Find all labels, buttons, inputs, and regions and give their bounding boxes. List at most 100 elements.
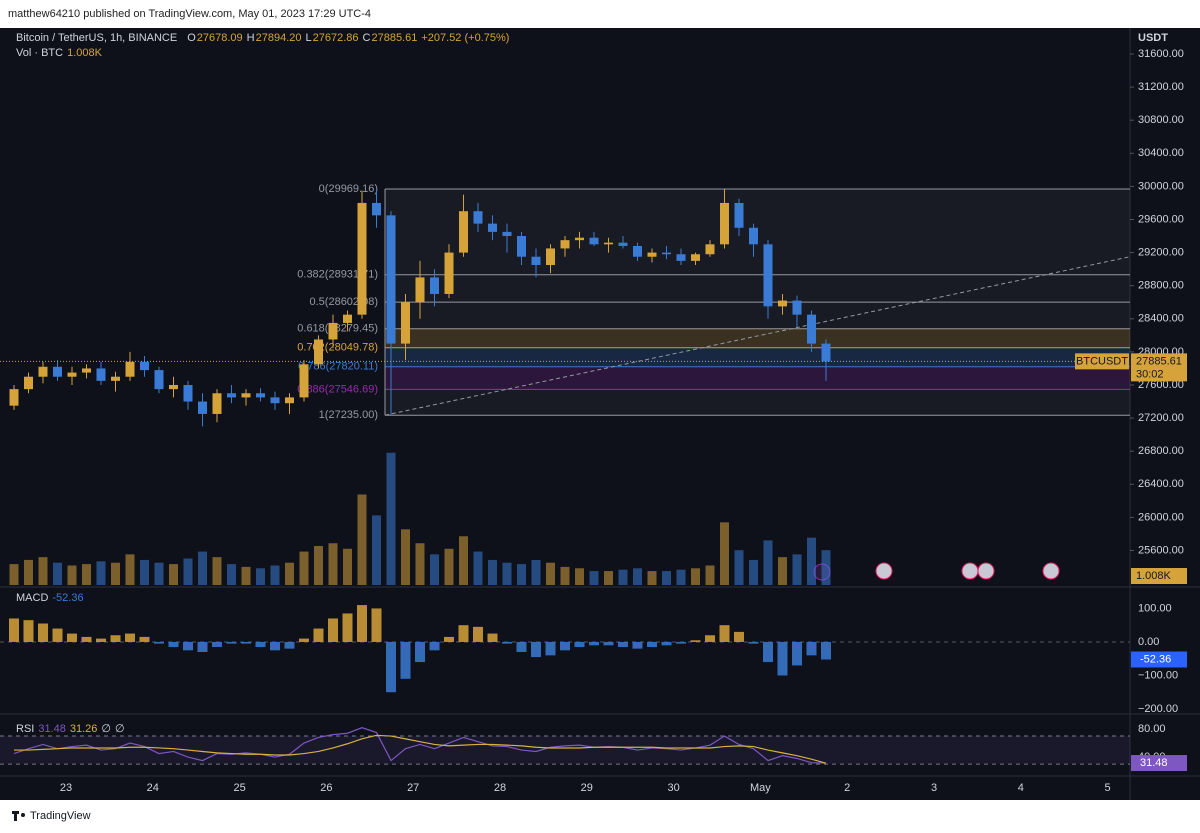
macd-hist xyxy=(632,641,643,649)
x-tick-label: 24 xyxy=(147,782,159,794)
candle-body xyxy=(662,252,671,255)
candle-body xyxy=(459,211,468,253)
y-tick-label: 25600.00 xyxy=(1138,544,1184,556)
candle-body xyxy=(734,202,744,228)
y-tick-label: 30000.00 xyxy=(1138,180,1184,192)
volume-bar xyxy=(343,548,352,585)
y-tick-label: 28800.00 xyxy=(1138,280,1184,292)
macd-hist xyxy=(531,641,541,658)
y-tick-label: 26800.00 xyxy=(1138,445,1184,457)
volume-bar xyxy=(546,562,555,585)
y-tick-label: 31200.00 xyxy=(1138,81,1184,93)
rsi-title: RSI xyxy=(16,722,35,735)
rsi-tag-text: 31.48 xyxy=(1140,757,1168,769)
y-tick-label: 30800.00 xyxy=(1138,114,1184,126)
macd-hist xyxy=(52,628,63,642)
candle-body xyxy=(343,314,352,323)
candle-body xyxy=(256,393,265,398)
volume-bar xyxy=(24,559,33,585)
candle-body xyxy=(67,372,77,377)
candle-body xyxy=(415,277,425,303)
candle-body xyxy=(227,393,236,398)
macd-hist xyxy=(154,641,164,644)
x-tick-label: May xyxy=(750,782,771,794)
macd-hist xyxy=(603,641,614,646)
candle-body xyxy=(444,252,454,294)
symbol-tag-text: BTCUSDT xyxy=(1076,355,1128,367)
rsi-tick-label: 80.00 xyxy=(1138,723,1166,735)
candle-body xyxy=(140,361,149,371)
volume-bar xyxy=(662,571,671,585)
volume-bar xyxy=(53,562,62,585)
x-tick-label: 23 xyxy=(60,782,72,794)
candle-body xyxy=(807,314,816,344)
ohlc-value: 27894.20 xyxy=(255,32,302,44)
header-bg xyxy=(0,0,1200,28)
volume-bar xyxy=(589,571,599,585)
x-tick-label: 29 xyxy=(581,782,593,794)
macd-hist xyxy=(589,641,599,646)
macd-hist xyxy=(67,633,77,642)
candle-body xyxy=(705,244,715,255)
volume-bar xyxy=(183,558,193,585)
volume-bar xyxy=(299,551,309,585)
macd-hist xyxy=(270,641,280,651)
macd-tag xyxy=(1131,651,1187,668)
macd-hist xyxy=(444,636,454,642)
candle-body xyxy=(531,256,541,266)
fib-band xyxy=(385,366,1130,390)
macd-tick-label: 0.00 xyxy=(1138,636,1159,648)
y-tick-label: 27600.00 xyxy=(1138,379,1184,391)
axis-unit: USDT xyxy=(1138,32,1168,44)
x-tick-label: 25 xyxy=(233,782,245,794)
fib-band xyxy=(385,274,1130,303)
macd-hist xyxy=(342,613,353,642)
macd-hist xyxy=(458,625,469,642)
vol-tag xyxy=(1131,568,1187,584)
volume-bar xyxy=(720,522,729,585)
volume-bar xyxy=(285,562,294,585)
volume-bar xyxy=(517,564,526,585)
rsi-extra: ∅ xyxy=(115,723,125,735)
fib-band xyxy=(385,302,1130,329)
y-tick-label: 26000.00 xyxy=(1138,511,1184,523)
x-tick-label: 26 xyxy=(320,782,332,794)
symbol-tag xyxy=(1075,353,1129,370)
volume-bar xyxy=(560,566,570,585)
fib-band xyxy=(385,347,1130,367)
candle-body xyxy=(357,202,367,315)
volume-bar xyxy=(792,554,802,585)
macd-hist xyxy=(400,641,411,679)
rsi-line xyxy=(14,734,827,764)
macd-hist xyxy=(357,605,367,642)
x-tick-label: 4 xyxy=(1018,782,1024,794)
macd-hist xyxy=(168,641,179,647)
candle-body xyxy=(546,248,555,266)
volume-bar xyxy=(270,565,280,585)
volume-bar xyxy=(372,515,381,585)
volume-bar xyxy=(82,564,91,585)
candle-body xyxy=(241,393,251,398)
fib-label: 0(29969.16) xyxy=(319,183,378,195)
macd-hist xyxy=(777,641,788,676)
chart-bg xyxy=(0,28,1200,800)
candle-body xyxy=(314,339,323,365)
macd-hist xyxy=(647,641,657,647)
legend-macd: MACD -52.36 xyxy=(16,592,84,604)
volume-bar xyxy=(227,564,236,585)
candle-body xyxy=(285,397,294,404)
macd-hist xyxy=(96,638,106,642)
candle-body xyxy=(125,361,135,377)
macd-hist xyxy=(212,641,222,647)
y-tick-label: 27200.00 xyxy=(1138,412,1184,424)
y-tick-label: 28400.00 xyxy=(1138,313,1184,325)
volume-bar xyxy=(241,566,251,585)
macd-hist xyxy=(487,633,498,642)
macd-hist xyxy=(719,625,730,642)
y-tick-label: 29200.00 xyxy=(1138,246,1184,258)
macd-hist xyxy=(371,608,382,642)
candle-body xyxy=(575,237,584,241)
price-tag-text: 27885.61 xyxy=(1136,355,1182,367)
